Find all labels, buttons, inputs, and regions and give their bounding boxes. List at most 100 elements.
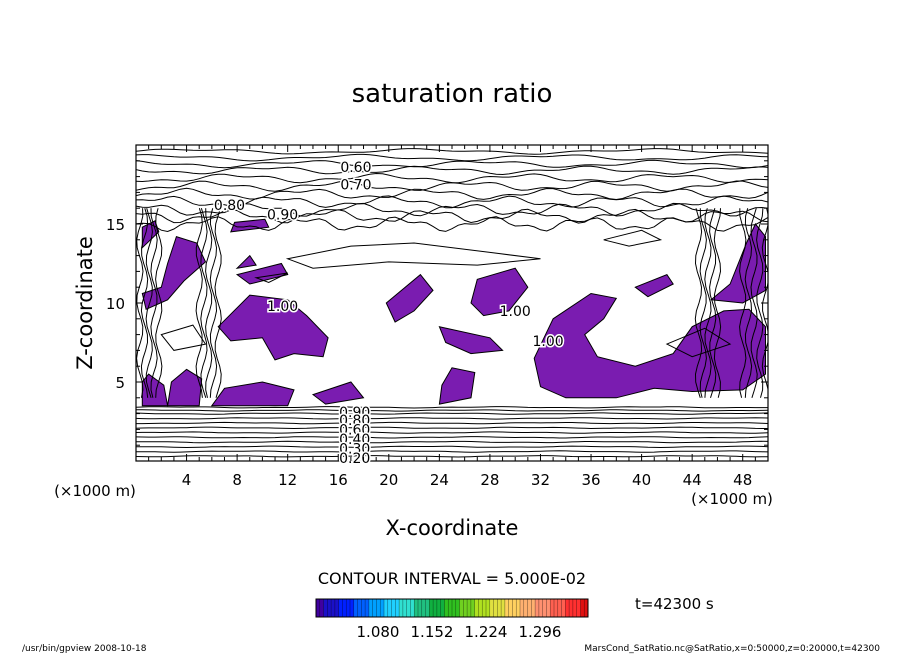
contour-line [704,208,712,398]
colorbar-cell [410,599,415,617]
colorbar-cell [512,599,517,617]
contour-line [136,426,768,430]
contour-label: 0.40 [339,432,370,448]
colorbar-cell [353,599,358,617]
x-tick-label: 24 [430,471,449,489]
supersaturated-region [470,267,529,317]
supersaturated-region [438,367,476,405]
y-axis-label: Z-coordinate [73,236,97,370]
colorbar-cell [368,599,373,617]
colorbar-cell [550,599,555,617]
colorbar-cell [342,599,347,617]
contour-line [285,242,541,269]
supersaturated-region [385,273,434,323]
supersaturated-region [533,292,766,399]
contour-line [150,208,158,398]
colorbar-cell [501,599,506,617]
supersaturated-region [217,294,329,361]
supersaturated-region [167,368,203,407]
colorbar [315,598,589,618]
chart-title: saturation ratio [352,79,553,109]
colorbar-cell [463,599,468,617]
colorbar-cell [489,599,494,617]
contour-line [195,208,203,398]
contour-line [739,208,747,398]
colorbar-cell [380,599,385,617]
supersaturated-region [235,262,289,285]
x-axis-label: X-coordinate [386,516,519,540]
colorbar-cell [372,599,377,617]
contour-line [744,208,753,398]
contour-label: 0.60 [340,160,371,176]
colorbar-cell [455,599,460,617]
colorbar-cell [523,599,528,617]
colorbar-cell [444,599,449,617]
x-tick-label: 16 [329,471,348,489]
colorbar-cell [436,599,441,617]
contour-line [136,409,768,412]
contour-line [136,208,768,224]
x-tick-label: 4 [182,471,192,489]
contour-label: 1.00 [500,304,531,320]
colorbar-cell [402,599,407,617]
contour-label: 0.90 [339,405,370,421]
x-unit-left: (×1000 m) [54,482,136,500]
contour-line [160,324,207,351]
time-label: t=42300 s [635,595,714,613]
colorbar-cell [323,599,328,617]
colorbar-cell [504,599,509,617]
colorbar-cell [576,599,581,617]
contour-line [750,208,758,398]
colorbar-cell [391,599,396,617]
colorbar-cell [327,599,332,617]
supersaturated-region [235,254,257,269]
colorbar-cell [493,599,498,617]
contour-label: 0.90 [267,208,298,224]
contour-line [136,421,768,425]
contour-line [136,153,768,162]
contour-line [136,417,768,420]
contour-line [136,165,768,176]
supersaturated-region [438,326,504,355]
colorbar-cell [565,599,570,617]
contour-line [200,208,208,398]
contour-line [136,455,768,458]
colorbar-tick-label: 1.296 [519,623,562,641]
colorbar-cell [319,599,324,617]
colorbar-tick-label: 1.152 [411,623,454,641]
colorbar-cell [316,599,321,617]
colorbar-cell [538,599,543,617]
contour-label: 0.30 [339,441,370,457]
contour-line [665,327,732,358]
colorbar-cell [478,599,483,617]
colorbar-cell [452,599,457,617]
x-tick-label: 20 [379,471,398,489]
colorbar-cell [531,599,536,617]
colorbar-cell [546,599,551,617]
footer-right: MarsCond_SatRatio.nc@SatRatio,x=0:50000,… [584,644,880,654]
contour-line [756,208,764,398]
contour-line [713,208,722,398]
contour-line [254,272,288,284]
colorbar-cell [474,599,479,617]
colorbar-cell [580,599,585,617]
x-tick-label: 44 [683,471,702,489]
contour-line [136,450,768,453]
y-tick-label: 5 [115,374,125,392]
contour-line [136,202,768,217]
colorbar-cell [429,599,434,617]
colorbar-cell [399,599,404,617]
supersaturated-region [210,381,295,407]
colorbar-cell [459,599,464,617]
footer-left: /usr/bin/gpview 2008-10-18 [22,644,147,654]
colorbar-cell [557,599,562,617]
colorbar-tick-label: 1.224 [465,623,508,641]
colorbar-cell [418,599,423,617]
colorbar-cell [440,599,445,617]
contour-line [603,229,663,247]
colorbar-cell [486,599,491,617]
x-tick-label: 40 [632,471,651,489]
colorbar-tick-label: 1.080 [357,623,400,641]
colorbar-cell [395,599,400,617]
contour-labels: 0.600.700.800.901.00 1.001.000.900.800.60… [212,159,565,469]
